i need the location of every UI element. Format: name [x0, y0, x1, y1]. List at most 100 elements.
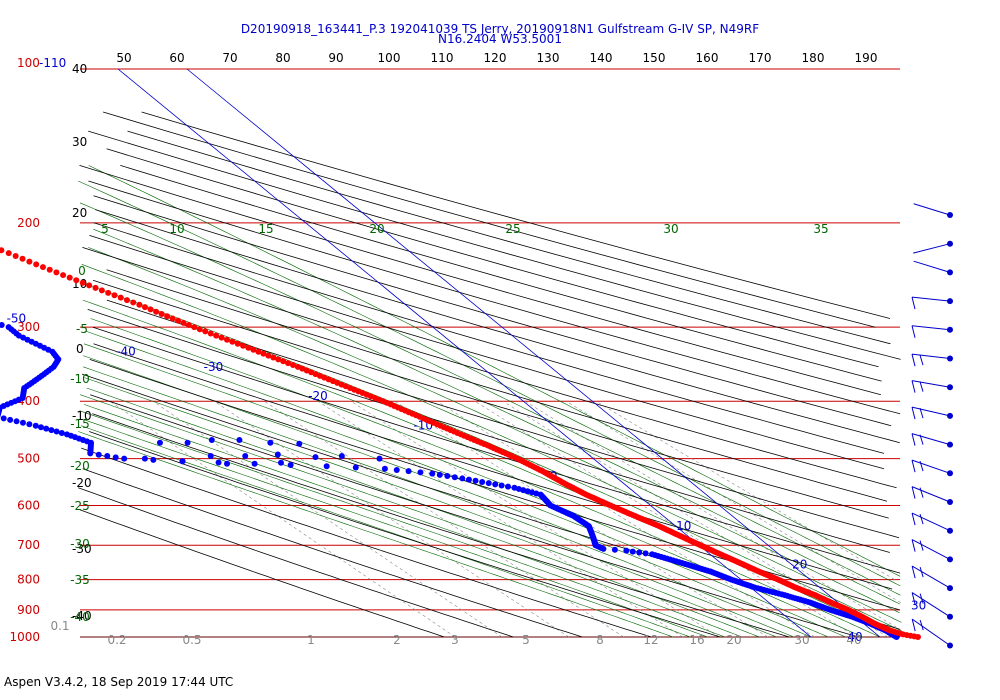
wind-barb-flag: [911, 459, 916, 473]
theta-top-label: 150: [643, 51, 666, 65]
dry-adiabat-line: [81, 447, 652, 638]
temperature-point: [53, 269, 60, 276]
dry-adiabat-label: 0: [76, 342, 84, 356]
dry-adiabat-line: [106, 269, 888, 502]
wind-barb-point: [947, 613, 953, 620]
dewpoint-point: [623, 547, 630, 554]
dewpoint-point: [156, 439, 163, 446]
wind-barb-point: [947, 527, 953, 534]
pressure-label: 1000: [9, 630, 40, 644]
temperature-point: [98, 287, 105, 294]
isotherm-label: -40: [116, 345, 136, 359]
isotherm-label: -20: [308, 389, 328, 403]
wind-barb-flag: [911, 565, 916, 579]
wind-barb-point: [947, 441, 953, 448]
dewpoint-point: [505, 483, 512, 490]
mixing-ratio-label: 12: [643, 633, 658, 647]
pressure-label: 500: [17, 452, 40, 466]
dry-adiabat-line: [92, 279, 889, 519]
temperature-point: [117, 294, 124, 301]
wind-barb-point: [947, 240, 953, 247]
dry-adiabat-line: [106, 299, 900, 539]
temperature-point: [255, 348, 262, 355]
moist-adiabat-line: [78, 180, 901, 587]
wind-barb-point: [947, 326, 953, 333]
wind-barb-flag: [911, 406, 916, 420]
dry-adiabat-line: [79, 165, 882, 396]
moist-adiabat-line: [84, 404, 743, 638]
dewpoint-point: [58, 429, 65, 436]
dewpoint-point: [338, 453, 345, 460]
moist-adiabat-line: [81, 264, 902, 623]
moist-adiabat-line: [88, 247, 900, 613]
mixing-ratio-line: [565, 400, 901, 603]
temperature-point: [294, 363, 301, 370]
wind-barb-flag: [911, 380, 916, 393]
mixing-ratio-line: [109, 400, 456, 638]
wind-barb-shaft: [911, 296, 951, 302]
dewpoint-point: [465, 476, 472, 483]
theta-top-label: 50: [116, 51, 131, 65]
dry-adiabat-lines: [78, 111, 901, 638]
wind-barb-shaft: [911, 486, 951, 503]
mixing-ratio-line: [502, 400, 889, 638]
wind-barb-flag: [919, 460, 924, 472]
isotherm-label: -30: [204, 360, 224, 374]
dewpoint-point: [150, 456, 157, 463]
isotherm-lines: [117, 68, 881, 638]
wind-barb-shaft: [911, 592, 951, 618]
theta-top-label: 90: [328, 51, 343, 65]
dewpoint-point: [323, 463, 330, 470]
dry-adiabat-label: -10: [72, 409, 92, 423]
temperature-point: [223, 336, 230, 343]
pressure-label: 900: [17, 603, 40, 617]
temperature-point: [191, 324, 198, 331]
wind-barb-flag: [919, 513, 924, 525]
dewpoint-point: [95, 451, 102, 458]
temperature-point: [250, 346, 257, 353]
wind-barb-point: [947, 499, 953, 505]
pressure-label: 700: [17, 538, 40, 552]
dewpoint-point: [296, 440, 303, 447]
temperature-point: [185, 322, 192, 329]
mixing-ratio-label: 3: [451, 633, 459, 647]
theta-top-label: 70: [222, 51, 237, 65]
mixing-ratio-line: [436, 400, 815, 638]
dewpoint-point: [444, 473, 451, 480]
wind-barb-shaft: [913, 203, 951, 216]
moist-adiabat-label: -20: [70, 459, 90, 473]
mixing-ratio-line: [524, 400, 902, 631]
dry-adiabat-line: [78, 487, 514, 638]
mixing-ratio-label: 16: [689, 633, 704, 647]
moist-adiabat-label: -40: [70, 610, 90, 624]
moist-adiabat-label: -35: [70, 573, 90, 587]
dry-adiabat-line: [106, 148, 879, 368]
wind-barb-point: [947, 355, 953, 362]
dry-adiabat-line: [88, 130, 901, 360]
temperature-point: [111, 292, 118, 299]
mixing-ratio-label: 0.5: [182, 633, 201, 647]
temperature-point: [213, 332, 220, 339]
wind-barb-shaft: [911, 512, 951, 532]
dewpoint-point: [242, 453, 249, 460]
temperature-point: [207, 330, 214, 337]
temperature-point: [19, 255, 26, 262]
dewpoint-point: [511, 484, 518, 491]
wind-barb-point: [947, 269, 953, 276]
temperature-point: [92, 284, 99, 291]
temperature-point: [12, 252, 19, 259]
wind-barb-flag: [911, 486, 916, 499]
moist-adiabat-line: [86, 331, 863, 638]
pressure-label: 100: [17, 56, 40, 70]
theta-top-label: 190: [855, 51, 878, 65]
temperature-point: [39, 264, 46, 271]
dewpoint-point: [381, 465, 388, 472]
dewpoint-point: [251, 460, 258, 467]
moist-adiabat-line: [80, 394, 760, 638]
dewpoint-point: [236, 436, 243, 443]
wind-barb-shaft: [911, 539, 951, 560]
moist-adiabat-line: [86, 387, 777, 638]
dewpoint-point: [37, 424, 44, 431]
temperature-point: [147, 306, 154, 313]
